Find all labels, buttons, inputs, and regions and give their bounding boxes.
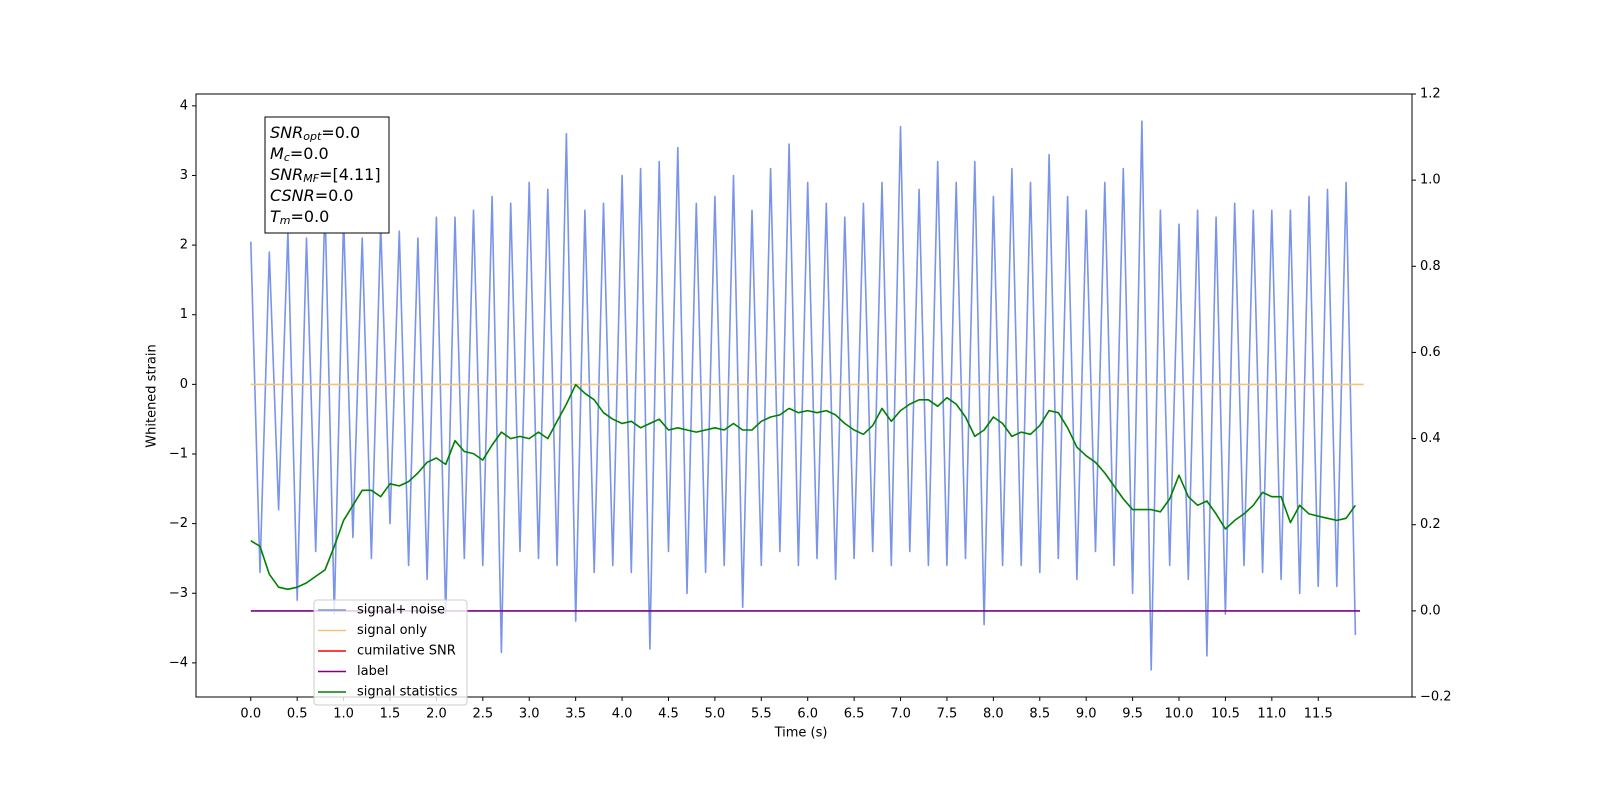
x-tick-label: 7.0	[890, 707, 911, 722]
y2-tick-label: 0.4	[1420, 431, 1441, 446]
plot-frame	[195, 93, 1413, 698]
annotation-value: =0.0	[290, 144, 329, 163]
y2-tick-label: 0.2	[1420, 517, 1441, 532]
x-tick-label: 3.5	[565, 707, 586, 722]
annotation-value: =0.0	[321, 123, 360, 142]
x-tick-label: 1.5	[380, 707, 401, 722]
x-tick-label: 3.0	[519, 707, 540, 722]
x-tick-label: 9.5	[1122, 707, 1143, 722]
series-line	[250, 120, 1357, 671]
y2-tick-label: 1.2	[1420, 87, 1441, 102]
x-tick-label: 6.5	[844, 707, 865, 722]
annotation-name: M	[270, 144, 284, 163]
annotation-sub: c	[284, 151, 290, 164]
y-tick-label: −3	[169, 586, 188, 601]
x-tick-label: 8.0	[983, 707, 1004, 722]
y2-tick-label: 0.0	[1420, 603, 1441, 618]
legend-frame	[313, 599, 468, 706]
annotation-sub: opt	[303, 130, 322, 143]
annotation-name: T	[270, 207, 281, 226]
y2-tick-label: 1.0	[1420, 173, 1441, 188]
legend-label: signal+ noise	[357, 603, 445, 618]
annotation-name: CSNR	[270, 186, 315, 205]
x-tick-label: 0.0	[240, 707, 261, 722]
x-tick-label: 5.0	[705, 707, 726, 722]
x-tick-label: 2.0	[426, 707, 447, 722]
x-tick-label: 9.0	[1076, 707, 1097, 722]
y-axis-label: Whitened strain	[145, 344, 160, 447]
x-tick-label: 10.5	[1211, 707, 1240, 722]
annotation-name: SNR	[270, 123, 303, 142]
legend-label: label	[357, 664, 388, 679]
y-tick-label: 2	[180, 238, 188, 253]
y2-tick-label: 0.8	[1420, 259, 1441, 274]
x-tick-label: 11.0	[1257, 707, 1286, 722]
annotation-sub: m	[280, 214, 291, 227]
y-tick-label: 0	[180, 377, 188, 392]
x-tick-label: 2.5	[472, 707, 493, 722]
x-tick-label: 0.5	[287, 707, 308, 722]
annotation-box: SNRopt=0.0Mc=0.0SNRMF=[4.11]CSNR=0.0Tm=0…	[264, 116, 390, 234]
annotation-name: SNR	[270, 165, 303, 184]
y-tick-label: 3	[180, 168, 188, 183]
annotation-sub: MF	[303, 172, 319, 185]
annotation: SNRopt=0.0	[270, 123, 360, 144]
annotation: Tm=0.0	[270, 207, 329, 228]
x-tick-label: 7.5	[937, 707, 958, 722]
y2-tick-label: −0.2	[1420, 690, 1452, 705]
x-tick-label: 5.5	[751, 707, 772, 722]
annotation-frame	[264, 116, 390, 234]
legend: signal+ noise signal only cumilative SNR la…	[313, 599, 468, 706]
y-tick-label: −1	[169, 446, 188, 461]
x-tick-label: 1.0	[333, 707, 354, 722]
y-tick-label: −2	[169, 516, 188, 531]
x-tick-label: 4.5	[658, 707, 679, 722]
y-tick-label: 1	[180, 307, 188, 322]
y2-tick-label: 0.6	[1420, 345, 1441, 360]
x-tick-label: 8.5	[1029, 707, 1050, 722]
annotation-value: =0.0	[315, 186, 354, 205]
x-axis-label: Time (s)	[774, 726, 828, 741]
x-tick-label: 11.5	[1304, 707, 1333, 722]
y-tick-label: −4	[169, 655, 188, 670]
annotation: Mc=0.0	[270, 144, 329, 165]
legend-label: cumilative SNR	[357, 644, 456, 659]
x-tick-label: 10.0	[1165, 707, 1194, 722]
legend-label: signal statistics	[357, 685, 458, 700]
x-tick-label: 6.0	[797, 707, 818, 722]
legend-label: signal only	[357, 623, 427, 638]
annotation: CSNR=0.0	[270, 186, 354, 205]
y-tick-label: 4	[180, 98, 188, 113]
series-line	[250, 383, 1357, 591]
x-tick-label: 4.0	[612, 707, 633, 722]
annotation-value: =0.0	[291, 207, 330, 226]
annotation-value: =[4.11]	[319, 165, 381, 184]
plot-area	[250, 120, 1364, 671]
annotation: SNRMF=[4.11]	[270, 165, 381, 186]
